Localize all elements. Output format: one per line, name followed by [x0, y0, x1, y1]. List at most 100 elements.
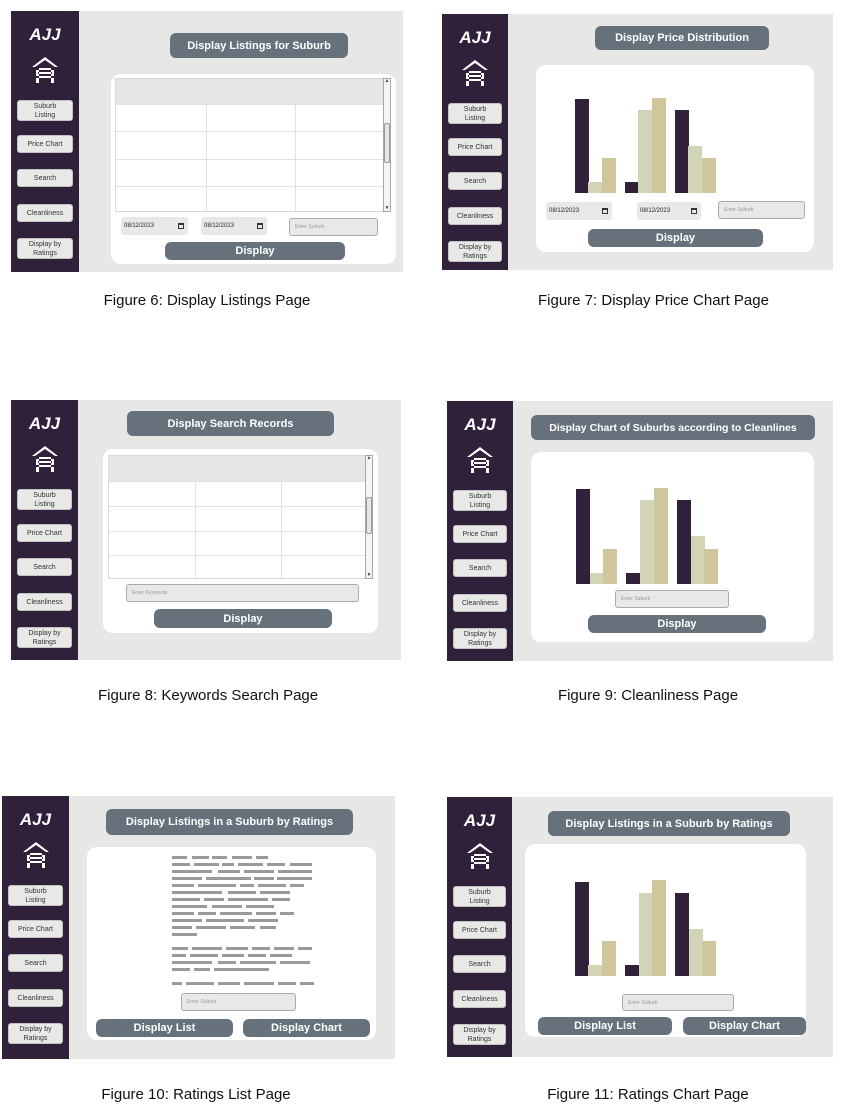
date-from-field[interactable]: 08/12/2023 [121, 217, 188, 235]
text-line [172, 905, 322, 908]
calendar-icon[interactable] [602, 208, 608, 214]
sidebar-item-suburb-listing[interactable]: Suburb Listing [453, 490, 507, 511]
chart-bar [602, 941, 616, 976]
sidebar-item-display-by-ratings[interactable]: Display by Ratings [453, 1024, 506, 1045]
logo-text: AJJ [19, 810, 52, 829]
display-button[interactable]: Display [154, 609, 332, 628]
listing-text-block [172, 856, 322, 1006]
sidebar: AJJ Suburb Listing Price Chart Search Cleanl… [2, 796, 69, 1059]
scroll-down-icon[interactable]: ▼ [366, 572, 372, 578]
date-from-field[interactable]: 08/12/2023 [546, 202, 612, 220]
sidebar-item-suburb-listing[interactable]: Suburb Listing [8, 885, 63, 906]
display-chart-button[interactable]: Display Chart [683, 1017, 806, 1035]
scroll-up-icon[interactable]: ▲ [384, 78, 390, 84]
sidebar-item-cleanliness[interactable]: Cleanliness [448, 207, 502, 225]
sidebar-item-search[interactable]: Search [453, 559, 507, 577]
figure-caption: Figure 6: Display Listings Page [103, 292, 311, 309]
display-list-button[interactable]: Display List [96, 1019, 233, 1037]
table-scrollbar[interactable]: ▲ ▼ [365, 455, 373, 579]
data-table [108, 455, 366, 579]
scroll-down-icon[interactable]: ▼ [384, 205, 390, 211]
figure-8-screenshot: AJJ Suburb Listing Price Chart Search Cleanl… [11, 400, 401, 660]
page-title: Display Price Distribution [595, 26, 769, 50]
calendar-icon[interactable] [178, 223, 184, 229]
chart-bar [588, 965, 602, 976]
sidebar-item-search[interactable]: Search [17, 169, 73, 187]
bar-chart [575, 855, 772, 976]
table-scrollbar[interactable]: ▲ ▼ [383, 78, 391, 212]
table-col-line [206, 79, 207, 211]
chart-bar [590, 573, 604, 584]
sidebar-item-cleanliness[interactable]: Cleanliness [17, 593, 72, 611]
calendar-icon[interactable] [691, 208, 697, 214]
sidebar-item-display-by-ratings[interactable]: Display by Ratings [453, 628, 507, 649]
text-line [172, 863, 322, 866]
sidebar-item-cleanliness[interactable]: Cleanliness [8, 989, 63, 1007]
table-col-line [295, 79, 296, 211]
logo-text: AJJ [464, 415, 496, 434]
keyword-input[interactable]: Enter Keywords [126, 584, 359, 602]
chart-bar [691, 536, 705, 584]
suburb-input[interactable]: Enter Suburb [289, 218, 378, 236]
page-title: Display Search Records [127, 411, 334, 436]
date-to-field[interactable]: 08/12/2023 [637, 202, 701, 220]
text-line [172, 982, 322, 985]
suburb-input[interactable]: Enter Suburb [615, 590, 729, 608]
chart-bar [588, 182, 602, 193]
date-to-field[interactable]: 08/12/2023 [201, 217, 267, 235]
sidebar-item-price-chart[interactable]: Price Chart [453, 525, 507, 543]
content-panel: ▲ ▼ Enter Keywords Display [103, 449, 378, 633]
sidebar-item-cleanliness[interactable]: Cleanliness [453, 990, 506, 1008]
sidebar-item-price-chart[interactable]: Price Chart [17, 524, 72, 542]
sidebar-item-display-by-ratings[interactable]: Display by Ratings [17, 627, 72, 648]
sidebar-item-display-by-ratings[interactable]: Display by Ratings [17, 238, 73, 259]
sidebar: AJJ Suburb Listing Price Chart Search Cleanl… [447, 401, 513, 661]
scroll-up-icon[interactable]: ▲ [366, 455, 372, 461]
data-table [115, 78, 384, 212]
chart-bar [689, 929, 703, 976]
house-logo-icon [465, 841, 495, 876]
suburb-input[interactable]: Enter Suburb [718, 201, 805, 219]
sidebar-item-search[interactable]: Search [453, 955, 506, 973]
logo-text: AJJ [463, 811, 496, 830]
date-value: 08/12/2023 [549, 208, 580, 214]
sidebar-item-price-chart[interactable]: Price Chart [17, 135, 73, 153]
calendar-icon[interactable] [257, 223, 263, 229]
sidebar-item-search[interactable]: Search [17, 558, 72, 576]
sidebar-item-suburb-listing[interactable]: Suburb Listing [17, 489, 72, 510]
sidebar-item-display-by-ratings[interactable]: Display by Ratings [8, 1023, 63, 1044]
sidebar-item-suburb-listing[interactable]: Suburb Listing [448, 103, 502, 124]
page-title: Display Chart of Suburbs according to Cl… [531, 415, 815, 440]
logo-text: AJJ [459, 28, 491, 47]
scroll-thumb[interactable] [366, 497, 372, 534]
suburb-input[interactable]: Enter Suburb [181, 993, 296, 1011]
chart-bar [677, 500, 691, 584]
sidebar-item-cleanliness[interactable]: Cleanliness [453, 594, 507, 612]
text-line [172, 954, 322, 957]
house-logo-icon [30, 55, 60, 90]
sidebar: AJJ Suburb Listing Price Chart Search Cleanl… [447, 797, 512, 1057]
sidebar-item-display-by-ratings[interactable]: Display by Ratings [448, 241, 502, 262]
display-list-button[interactable]: Display List [538, 1017, 672, 1035]
sidebar-item-suburb-listing[interactable]: Suburb Listing [17, 100, 73, 121]
house-logo-icon [30, 444, 60, 479]
sidebar-item-price-chart[interactable]: Price Chart [8, 920, 63, 938]
table-row-line [116, 185, 384, 187]
sidebar-item-cleanliness[interactable]: Cleanliness [17, 204, 73, 222]
display-chart-button[interactable]: Display Chart [243, 1019, 370, 1037]
sidebar-item-suburb-listing[interactable]: Suburb Listing [453, 886, 506, 907]
suburb-input[interactable]: Enter Suburb [622, 994, 734, 1011]
figure-caption: Figure 11: Ratings Chart Page [547, 1086, 749, 1103]
display-button[interactable]: Display [588, 615, 766, 633]
display-button[interactable]: Display [165, 242, 345, 260]
logo-text: AJJ [28, 414, 61, 433]
table-col-line [281, 456, 282, 578]
display-button[interactable]: Display [588, 229, 763, 247]
sidebar-item-search[interactable]: Search [448, 172, 502, 190]
figure-9-screenshot: AJJ Suburb Listing Price Chart Search Cleanl… [447, 401, 833, 661]
sidebar-item-price-chart[interactable]: Price Chart [453, 921, 506, 939]
scroll-thumb[interactable] [384, 123, 390, 163]
sidebar-item-search[interactable]: Search [8, 954, 63, 972]
sidebar-item-price-chart[interactable]: Price Chart [448, 138, 502, 156]
figure-caption: Figure 10: Ratings List Page [101, 1086, 291, 1103]
